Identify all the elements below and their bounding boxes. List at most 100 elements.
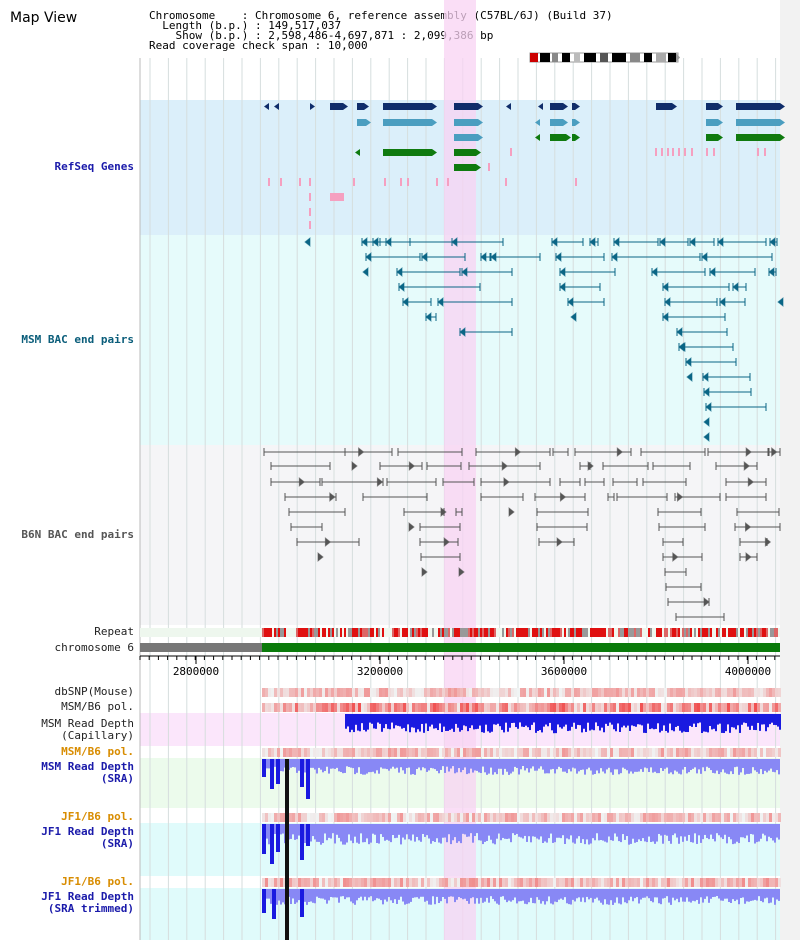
track-label-b6n-bac[interactable]: B6N BAC end pairs (21, 528, 134, 541)
msm-pol2-cell (616, 748, 619, 757)
jf1-trim-depth (486, 889, 488, 898)
jf1-pol-cell (325, 813, 328, 822)
jf1-pol2-cell (514, 878, 517, 887)
jf1-trim-depth (556, 889, 558, 903)
jf1-pol-cell (715, 813, 718, 822)
repeat-element (306, 628, 308, 637)
msm-sra-depth (550, 759, 552, 770)
repeat-element (356, 628, 358, 637)
repeat-element (364, 628, 366, 637)
dbsnp-cell (565, 688, 568, 697)
jf1-sra-depth (462, 824, 464, 834)
msm-sra-depth (570, 759, 572, 772)
repeat-element (418, 628, 420, 637)
repeat-element (742, 628, 744, 637)
msm-pol-cell (337, 703, 340, 712)
pair-marker (451, 236, 458, 248)
jf1-trim-depth (534, 889, 536, 904)
msm-sra-depth (344, 759, 346, 773)
msm-sra-depth (390, 759, 392, 769)
dbsnp-cell (373, 688, 376, 697)
msm-sra-depth (702, 759, 704, 768)
pair-marker (298, 476, 306, 488)
msm-capillary-depth (755, 714, 757, 731)
jf1-pol2-cell (454, 878, 457, 887)
dbsnp-cell (733, 688, 736, 697)
repeat-element (728, 628, 730, 637)
dbsnp-cell (457, 688, 460, 697)
repeat-element (774, 628, 776, 637)
dbsnp-cell (391, 688, 394, 697)
msm-pol-cell (622, 703, 625, 712)
msm-pol2-cell (625, 748, 628, 757)
jf1-pol2-cell (457, 878, 460, 887)
jf1-sra-depth (556, 824, 558, 838)
pair-marker (361, 236, 368, 248)
msm-pol-cell (682, 703, 685, 712)
msm-capillary-depth (381, 714, 383, 732)
repeat-element (318, 628, 320, 637)
track-label-refseq[interactable]: RefSeq Genes (54, 160, 134, 173)
msm-pol-cell (733, 703, 736, 712)
msm-sra-depth (464, 759, 466, 768)
repeat-element (488, 628, 490, 637)
jf1-trim-depth (402, 889, 404, 902)
jf1-sra-depth (376, 824, 378, 843)
jf1-sra-depth (676, 824, 678, 838)
jf1-sra-depth (280, 824, 282, 835)
jf1-pol-cell (622, 813, 625, 822)
track-label-msm-depth-sra-sub: (SRA) (100, 772, 134, 785)
msm-pol-cell (532, 703, 535, 712)
msm-sra-depth (458, 759, 460, 769)
jf1-pol-cell (487, 813, 490, 822)
dbsnp-cell (310, 688, 313, 697)
dbsnp-cell (376, 688, 379, 697)
msm-capillary-depth (519, 714, 521, 723)
gene-block (383, 119, 432, 126)
pair-marker (425, 311, 432, 323)
msm-capillary-depth (747, 714, 749, 727)
jf1-sra-depth (290, 824, 292, 839)
dbsnp-cell (484, 688, 487, 697)
jf1-sra-peak (270, 824, 274, 864)
jf1-pol2-cell (685, 878, 688, 887)
repeat-element (610, 628, 612, 637)
repeat-element (630, 628, 632, 637)
jf1-sra-depth (560, 824, 562, 839)
jf1-sra-depth (760, 824, 762, 839)
repeat-element (406, 628, 408, 637)
dbsnp-cell (337, 688, 340, 697)
msm-pol2-cell (571, 748, 574, 757)
repeat-element (440, 628, 442, 637)
jf1-trim-depth (668, 889, 670, 903)
refseq-exon-block (330, 193, 344, 201)
jf1-pol2-cell (313, 878, 316, 887)
pair-marker (362, 266, 369, 278)
jf1-sra-depth (436, 824, 438, 839)
jf1-pol2-cell (751, 878, 754, 887)
repeat-element (368, 628, 370, 637)
msm-pol2-cell (559, 748, 562, 757)
jf1-pol-cell (595, 813, 598, 822)
repeat-element (706, 628, 708, 637)
track-label-msm-bac[interactable]: MSM BAC end pairs (21, 333, 134, 346)
pair-marker (662, 311, 669, 323)
gene-block (330, 103, 343, 110)
msm-capillary-depth (531, 714, 533, 725)
gene-arrow (575, 119, 580, 126)
msm-pol2-cell (493, 748, 496, 757)
jf1-pol2-cell (496, 878, 499, 887)
msm-capillary-depth (655, 714, 657, 729)
jf1-trim-depth (276, 889, 278, 905)
pair-marker (676, 491, 684, 503)
msm-sra-depth (414, 759, 416, 775)
jf1-pol-cell (409, 813, 412, 822)
msm-capillary-depth (423, 714, 425, 733)
repeat-element (740, 628, 742, 637)
msm-capillary-depth (465, 714, 467, 727)
msm-sra-depth (548, 759, 550, 774)
msm-sra-depth (366, 759, 368, 774)
msm-sra-depth (522, 759, 524, 767)
msm-sra-depth (544, 759, 546, 774)
